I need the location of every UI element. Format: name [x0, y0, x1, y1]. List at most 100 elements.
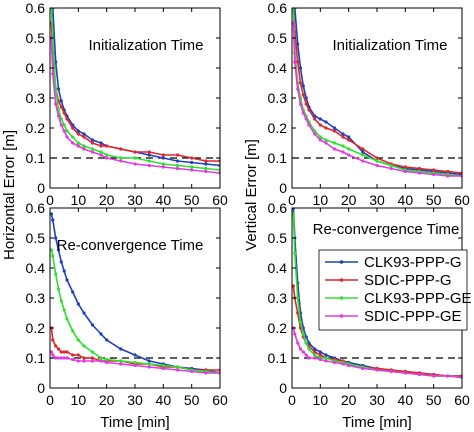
- data-point: [65, 117, 69, 121]
- y-tick-label: 0: [37, 380, 45, 396]
- x-tick-label: 60: [212, 392, 228, 408]
- data-point: [71, 141, 75, 145]
- data-point: [296, 296, 300, 300]
- y-tick-label: 0.2: [268, 120, 288, 136]
- data-point: [324, 353, 328, 357]
- y-tick-label: 0.3: [268, 90, 288, 106]
- data-point: [318, 350, 322, 354]
- data-point: [324, 126, 328, 130]
- data-point: [119, 347, 123, 351]
- data-point: [389, 163, 393, 168]
- data-point: [296, 341, 300, 345]
- data-point: [293, 251, 297, 255]
- data-point: [313, 350, 317, 354]
- data-point: [347, 363, 351, 368]
- data-point: [341, 144, 345, 148]
- data-point: [76, 132, 80, 136]
- data-point: [361, 366, 365, 371]
- y-tick-label: 0.2: [268, 320, 288, 336]
- data-point: [65, 278, 69, 282]
- data-point: [432, 168, 436, 172]
- data-point: [59, 299, 63, 303]
- data-point: [190, 165, 194, 169]
- data-point: [298, 81, 303, 85]
- series-group: [292, 208, 462, 380]
- data-point: [446, 174, 450, 178]
- data-point: [147, 163, 151, 168]
- panel-annotation: Re-convergence Time: [313, 221, 460, 238]
- data-point: [307, 123, 311, 127]
- data-point: [298, 66, 303, 70]
- data-point: [62, 129, 66, 133]
- data-point: [62, 350, 66, 354]
- y-tick-label: 0.1: [26, 350, 46, 366]
- data-point: [341, 132, 345, 136]
- data-point: [175, 166, 180, 171]
- x-tick-label: 30: [369, 392, 385, 408]
- legend-marker: [339, 314, 344, 318]
- legend-label: CLK93-PPP-G: [364, 254, 462, 271]
- data-point: [204, 371, 208, 375]
- data-point: [313, 356, 317, 360]
- data-point: [54, 344, 58, 348]
- data-point: [318, 138, 322, 142]
- data-point: [65, 129, 69, 133]
- data-point: [318, 353, 322, 357]
- x-tick-label: 10: [71, 392, 87, 408]
- data-point: [133, 363, 137, 368]
- data-point: [65, 317, 69, 321]
- data-point: [361, 150, 365, 154]
- data-point: [298, 102, 303, 106]
- data-point: [56, 248, 61, 252]
- series-group: [50, 212, 220, 375]
- y-tick-label: 0.6: [268, 200, 288, 216]
- data-point: [56, 356, 61, 360]
- data-point: [54, 272, 58, 276]
- data-point: [65, 350, 69, 354]
- data-point: [293, 60, 297, 64]
- data-point: [347, 138, 351, 142]
- data-point: [301, 111, 305, 115]
- y-tick-label: 0.5: [26, 30, 46, 46]
- y-tick-label: 0.4: [268, 60, 288, 76]
- data-point: [301, 332, 305, 336]
- data-point: [62, 269, 66, 273]
- x-tick-label: 20: [99, 192, 115, 208]
- data-point: [307, 356, 311, 360]
- data-point: [304, 335, 308, 339]
- legend-entry: SDIC-PPP-G: [325, 272, 452, 289]
- data-point: [324, 359, 328, 363]
- legend-label: SDIC-PPP-G: [364, 272, 452, 289]
- data-point: [147, 365, 151, 369]
- y-tick-label: 0.6: [26, 200, 46, 216]
- data-point: [56, 287, 61, 291]
- data-point: [347, 147, 351, 151]
- data-point: [62, 308, 66, 312]
- data-point: [56, 347, 61, 351]
- x-tick-label: 50: [426, 392, 442, 408]
- legend-entry: SDIC-PPP-GE: [325, 308, 462, 325]
- data-point: [298, 320, 303, 324]
- data-point: [347, 153, 351, 157]
- y-axis-label-left: Horizontal Error [m]: [1, 130, 18, 260]
- x-tick-label: 20: [341, 392, 357, 408]
- data-point: [105, 153, 109, 157]
- data-point: [361, 159, 365, 163]
- data-point: [147, 362, 151, 366]
- data-point: [313, 117, 317, 121]
- panel-annotation: Re-convergence Time: [57, 237, 204, 254]
- data-point: [54, 356, 58, 360]
- data-point: [50, 350, 53, 354]
- x-tick-label: 10: [313, 192, 329, 208]
- data-point: [119, 359, 123, 363]
- panel-annotation: Initialization Time: [88, 37, 203, 54]
- y-tick-label: 0.3: [26, 290, 46, 306]
- data-point: [59, 123, 63, 127]
- data-point: [105, 357, 109, 362]
- x-tick-label: 40: [398, 192, 414, 208]
- data-point: [59, 260, 63, 264]
- data-point: [307, 108, 311, 112]
- x-tick-label: 0: [46, 192, 54, 208]
- data-point: [56, 87, 61, 91]
- data-point: [161, 366, 165, 371]
